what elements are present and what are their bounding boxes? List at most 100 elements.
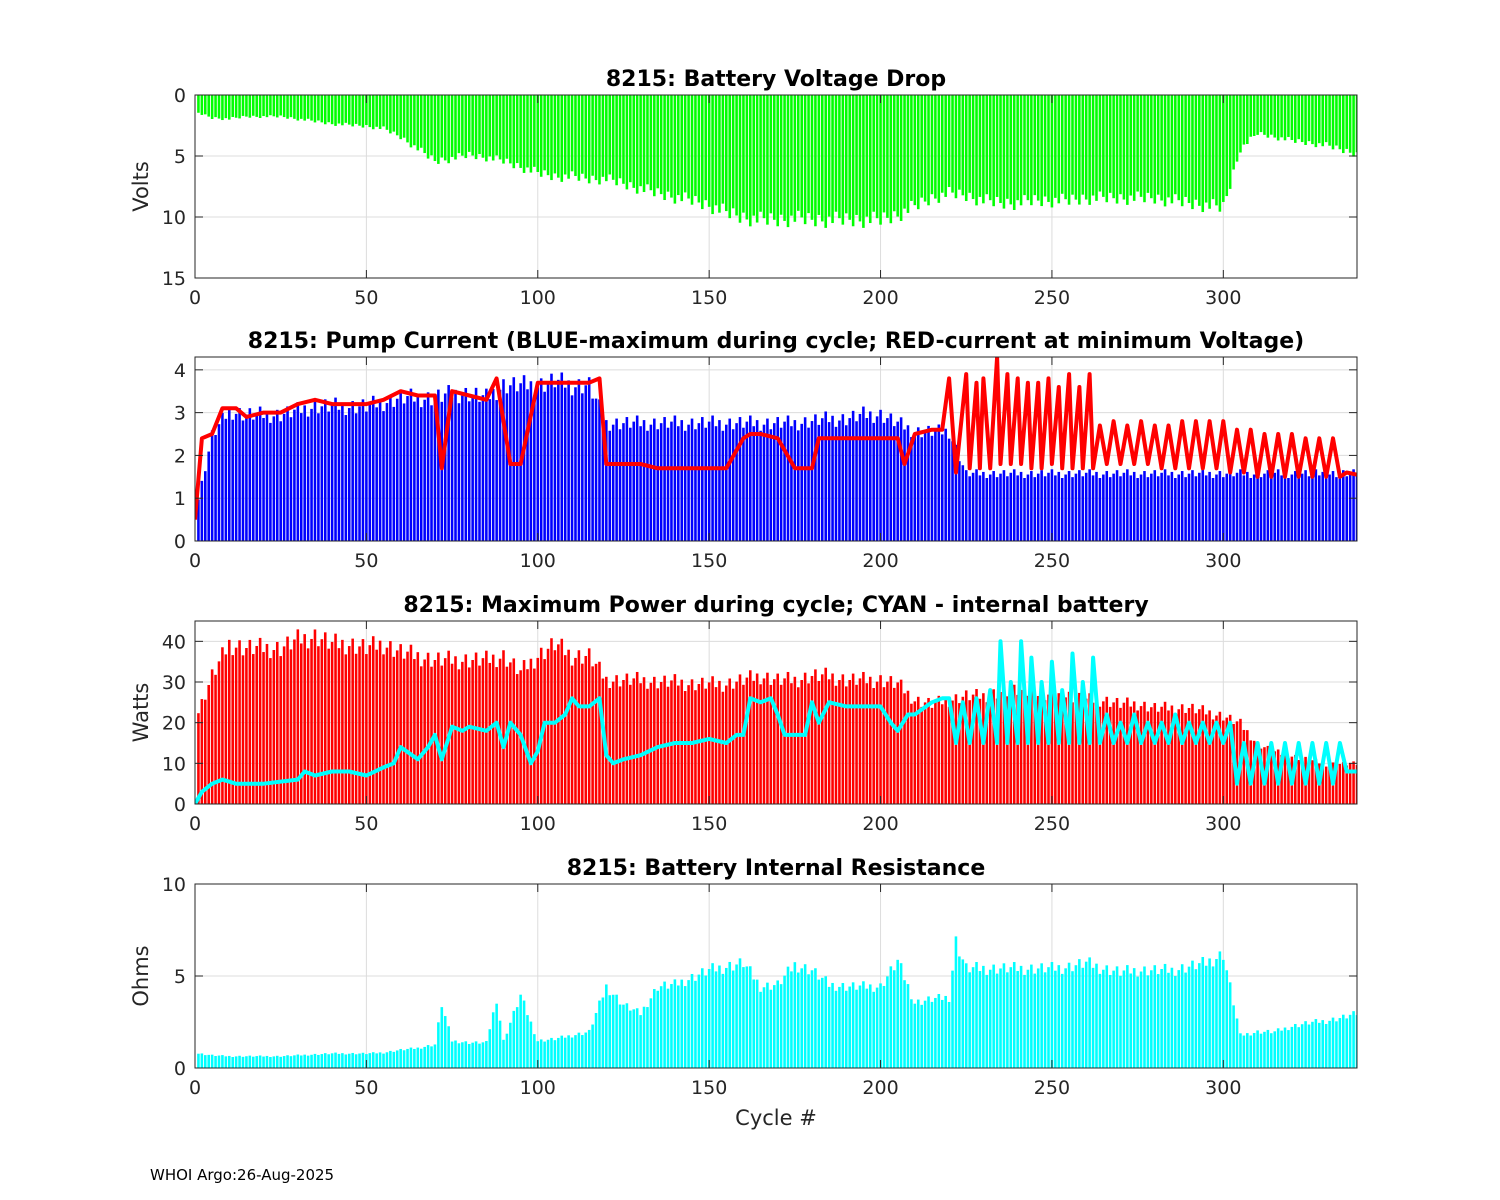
- bar-maximum-power-during-cycle: [347, 646, 351, 804]
- bar-maximum-power-during-cycle: [399, 644, 402, 804]
- bar-maximum-current-during-cycle: [553, 387, 557, 541]
- bar-internal-resistance: [697, 974, 701, 1068]
- bar-maximum-power-during-cycle: [1187, 707, 1191, 804]
- bar-internal-resistance: [200, 1053, 204, 1068]
- bar-voltage-drop: [519, 95, 522, 168]
- bar-voltage-drop: [430, 95, 433, 156]
- bar-voltage-drop: [635, 95, 639, 194]
- bar-internal-resistance: [581, 1035, 584, 1068]
- bar-maximum-power-during-cycle: [971, 694, 975, 804]
- bar-voltage-drop: [269, 95, 272, 116]
- bar-voltage-drop: [221, 95, 224, 121]
- bar-maximum-power-during-cycle: [248, 639, 252, 804]
- bar-maximum-power-during-cycle: [241, 655, 245, 804]
- bar-maximum-power-during-cycle: [1177, 709, 1181, 804]
- bar-internal-resistance: [1338, 1018, 1342, 1068]
- bar-internal-resistance: [1160, 969, 1163, 1068]
- bar-voltage-drop: [971, 95, 975, 200]
- bar-maximum-power-during-cycle: [889, 676, 893, 804]
- bar-maximum-power-during-cycle: [262, 652, 265, 804]
- bar-maximum-power-during-cycle: [275, 641, 279, 804]
- bar-internal-resistance: [594, 1013, 598, 1068]
- bar-maximum-power-during-cycle: [790, 683, 793, 804]
- bar-internal-resistance: [1006, 972, 1009, 1068]
- x-tick-label: 150: [691, 287, 727, 309]
- bar-internal-resistance: [591, 1024, 594, 1068]
- bar-voltage-drop: [1067, 95, 1071, 205]
- bar-maximum-power-during-cycle: [1023, 700, 1026, 804]
- bar-internal-resistance: [1311, 1021, 1314, 1068]
- bar-maximum-current-during-cycle: [1300, 473, 1304, 541]
- bar-internal-resistance: [783, 975, 786, 1068]
- bar-internal-resistance: [1091, 967, 1095, 1068]
- bar-internal-resistance: [461, 1042, 464, 1068]
- bar-maximum-current-during-cycle: [635, 415, 639, 541]
- bar-maximum-current-during-cycle: [265, 411, 269, 541]
- bar-internal-resistance: [488, 1029, 492, 1068]
- bar-maximum-current-during-cycle: [474, 387, 478, 541]
- bar-maximum-power-during-cycle: [334, 633, 337, 804]
- bar-internal-resistance: [752, 979, 756, 1068]
- bar-maximum-current-during-cycle: [646, 430, 649, 541]
- bar-maximum-current-during-cycle: [985, 478, 989, 541]
- plot-1: 0 50 100 150 200 250 300 0 5 10 15 8215: Battery Vo…: [129, 67, 1358, 309]
- bar-voltage-drop: [680, 95, 684, 202]
- bar-internal-resistance: [916, 999, 920, 1068]
- bar-maximum-power-during-cycle: [896, 682, 899, 804]
- bar-internal-resistance: [317, 1054, 320, 1068]
- bar-voltage-drop: [330, 95, 334, 125]
- bar-maximum-power-during-cycle: [1006, 696, 1009, 804]
- bar-maximum-power-during-cycle: [1002, 686, 1006, 804]
- bar-internal-resistance: [1156, 974, 1160, 1068]
- bar-voltage-drop: [1218, 95, 1222, 212]
- bar-internal-resistance: [632, 1009, 636, 1068]
- bar-maximum-current-during-cycle: [591, 398, 594, 541]
- bar-internal-resistance: [481, 1042, 485, 1068]
- bar-maximum-current-during-cycle: [906, 425, 910, 541]
- bar-maximum-current-during-cycle: [567, 380, 570, 541]
- bar-internal-resistance: [210, 1054, 214, 1068]
- bar-maximum-current-during-cycle: [1139, 474, 1143, 541]
- bar-internal-resistance: [471, 1042, 474, 1068]
- bar-voltage-drop: [481, 95, 485, 158]
- bar-maximum-current-during-cycle: [940, 434, 944, 541]
- bar-maximum-current-during-cycle: [560, 372, 564, 541]
- bar-maximum-current-during-cycle: [1266, 470, 1270, 541]
- bar-voltage-drop: [646, 95, 649, 185]
- bar-maximum-power-during-cycle: [1256, 741, 1259, 804]
- bar-voltage-drop: [248, 95, 252, 118]
- bar-internal-resistance: [416, 1047, 420, 1068]
- bar-voltage-drop: [426, 95, 430, 159]
- bar-voltage-drop: [433, 95, 437, 162]
- bar-voltage-drop: [1191, 95, 1194, 210]
- bar-maximum-current-during-cycle: [725, 424, 728, 541]
- bar-maximum-power-during-cycle: [234, 647, 238, 804]
- bar-maximum-current-during-cycle: [659, 423, 663, 541]
- bar-internal-resistance: [1132, 968, 1136, 1068]
- bar-maximum-power-during-cycle: [642, 677, 646, 804]
- bar-voltage-drop: [1270, 95, 1273, 135]
- bar-maximum-current-during-cycle: [1057, 471, 1061, 541]
- bar-maximum-current-during-cycle: [234, 413, 238, 541]
- bar-maximum-power-during-cycle: [1136, 710, 1139, 804]
- bar-maximum-current-during-cycle: [820, 418, 824, 541]
- bar-maximum-current-during-cycle: [1122, 472, 1126, 541]
- bar-voltage-drop: [670, 95, 673, 198]
- bar-voltage-drop: [1338, 95, 1342, 150]
- bar-maximum-power-during-cycle: [1225, 717, 1229, 804]
- bar-maximum-power-during-cycle: [930, 707, 934, 804]
- bar-maximum-current-during-cycle: [1078, 470, 1081, 541]
- bar-maximum-current-during-cycle: [731, 429, 735, 541]
- bar-voltage-drop: [310, 95, 313, 121]
- bar-voltage-drop: [498, 95, 502, 160]
- bar-internal-resistance: [714, 971, 718, 1068]
- bar-voltage-drop: [728, 95, 732, 219]
- bar-maximum-current-during-cycle: [1348, 472, 1352, 541]
- bar-maximum-current-during-cycle: [587, 377, 591, 541]
- bar-internal-resistance: [834, 990, 838, 1068]
- bar-maximum-power-during-cycle: [851, 673, 855, 804]
- bar-maximum-power-during-cycle: [375, 649, 378, 804]
- bar-voltage-drop: [1222, 95, 1225, 202]
- bar-internal-resistance: [1331, 1017, 1335, 1068]
- bar-maximum-current-during-cycle: [978, 475, 982, 541]
